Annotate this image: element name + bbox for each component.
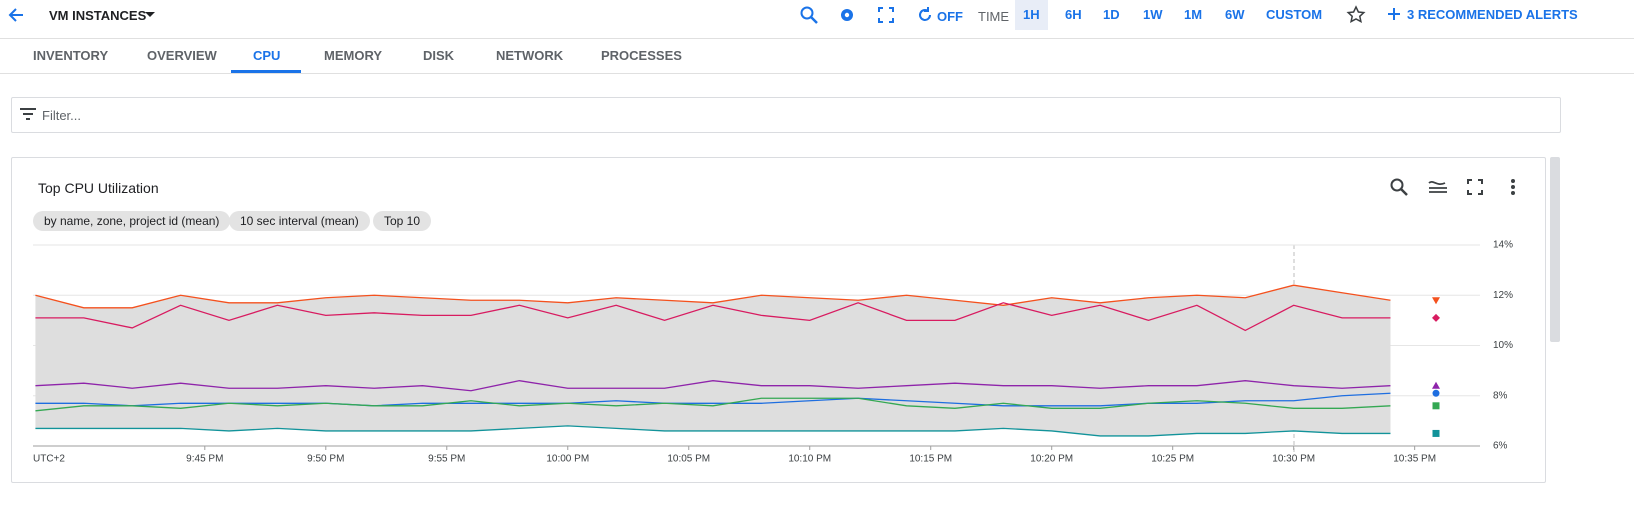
x-tick-label: 9:55 PM [428, 454, 465, 465]
time-range-button[interactable]: 1W [1143, 7, 1163, 22]
auto-refresh[interactable]: OFF [937, 9, 963, 24]
series-end-marker [1432, 381, 1440, 389]
series-line [35, 397, 1391, 412]
time-label: TIME [978, 9, 1010, 24]
series-line [35, 302, 1391, 332]
tab[interactable]: OVERVIEW [147, 48, 217, 63]
chip[interactable]: 10 sec interval (mean) [229, 211, 370, 231]
tab[interactable]: INVENTORY [33, 48, 109, 63]
chart-card [11, 157, 1546, 483]
x-tick-label: 10:30 PM [1272, 454, 1315, 465]
fullscreen-icon[interactable] [876, 5, 896, 25]
recommended-alerts[interactable]: 3 RECOMMENDED ALERTS [1407, 7, 1578, 22]
series-line [35, 392, 1391, 407]
time-range-button[interactable]: 6W [1225, 7, 1245, 22]
filter-placeholder: Filter... [42, 108, 82, 123]
chart-title: Top CPU Utilization [38, 180, 159, 196]
time-range-button[interactable]: 1M [1184, 7, 1203, 22]
series-end-marker [1432, 297, 1440, 305]
chip[interactable]: Top 10 [373, 211, 432, 231]
series-end-marker [1432, 389, 1440, 397]
time-range-button[interactable]: 1D [1103, 7, 1120, 22]
series-end-marker [1432, 313, 1440, 322]
dropdown-icon[interactable] [144, 10, 156, 20]
tab-indicator [231, 70, 301, 73]
refresh-icon[interactable] [915, 5, 935, 25]
tab[interactable]: PROCESSES [601, 48, 682, 63]
range-area [35, 285, 1391, 436]
tab[interactable]: MEMORY [324, 48, 383, 63]
time-range-button[interactable]: CUSTOM [1266, 7, 1323, 22]
x-tick-label: 10:00 PM [546, 454, 589, 465]
tab[interactable]: CPU [253, 48, 281, 63]
scrollbar[interactable] [1550, 157, 1560, 342]
y-tick-label: 14% [1493, 240, 1513, 251]
x-tick-label: 10:05 PM [667, 454, 710, 465]
tab[interactable]: NETWORK [496, 48, 564, 63]
tab[interactable]: DISK [423, 48, 455, 63]
x-tick-label: 9:50 PM [307, 454, 344, 465]
series-end-marker [1432, 402, 1440, 410]
x-tick-label: 9:45 PM [186, 454, 223, 465]
x-tick-label: 10:10 PM [788, 454, 831, 465]
x-tick-label: 10:25 PM [1151, 454, 1194, 465]
series-line [35, 425, 1391, 437]
star-icon[interactable] [1345, 4, 1367, 26]
y-tick-label: 8% [1493, 390, 1508, 401]
filter-icon [20, 108, 36, 120]
time-range-button[interactable]: 1H [1015, 0, 1048, 30]
legend-icon[interactable] [1427, 177, 1449, 197]
divider [0, 73, 1634, 74]
page-title[interactable]: VM INSTANCES [49, 8, 147, 23]
series-end-marker [1432, 429, 1440, 437]
series-line [35, 284, 1391, 309]
x-tick-label: 10:15 PM [909, 454, 952, 465]
time-range-button[interactable]: 6H [1065, 7, 1082, 22]
y-tick-label: 12% [1493, 290, 1513, 301]
back-button[interactable] [5, 4, 27, 26]
y-tick-label: 10% [1493, 340, 1513, 351]
add-icon[interactable] [1387, 7, 1401, 21]
zoom-icon[interactable] [1388, 176, 1410, 198]
expand-icon[interactable] [1465, 177, 1485, 197]
filter-box[interactable]: Filter... [11, 97, 1561, 133]
more-icon[interactable] [1505, 177, 1521, 197]
timezone-label: UTC+2 [33, 454, 65, 465]
x-tick-label: 10:20 PM [1030, 454, 1073, 465]
top-bar: VM INSTANCES OFF TIME 1H 6H 1D 1W 1M 6W CUSTOM… [0, 0, 1634, 39]
series-line [35, 380, 1391, 392]
zoom-reset-icon[interactable] [798, 4, 820, 26]
settings-icon[interactable] [837, 5, 857, 25]
x-tick-label: 10:35 PM [1393, 454, 1436, 465]
y-tick-label: 6% [1493, 441, 1508, 452]
chip[interactable]: by name, zone, project id (mean) [33, 211, 231, 231]
